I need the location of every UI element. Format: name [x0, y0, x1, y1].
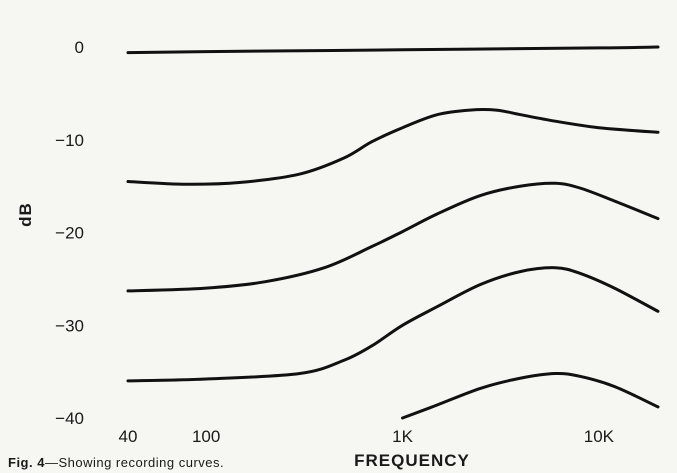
x-tick-label: 1K — [392, 427, 413, 446]
y-tick-label: −20 — [55, 224, 84, 243]
y-tick-label: −40 — [55, 409, 84, 428]
y-tick-label: −30 — [55, 316, 84, 335]
figure-caption: Fig. 4—Showing recording curves. — [8, 455, 224, 470]
recording-curve-2 — [126, 108, 660, 186]
figure-caption-text: —Showing recording curves. — [44, 455, 225, 470]
x-tick-label: 40 — [119, 427, 138, 446]
y-tick-label: 0 — [75, 38, 84, 57]
y-tick-label: −10 — [55, 131, 84, 150]
x-tick-label: 10K — [584, 427, 615, 446]
x-axis-label: FREQUENCY — [354, 451, 470, 470]
recording-curve-1 — [126, 45, 660, 55]
figure-caption-number: Fig. 4 — [8, 455, 45, 470]
y-axis-label: dB — [16, 202, 35, 227]
x-tick-label: 100 — [192, 427, 220, 446]
recording-curve-4 — [126, 266, 660, 383]
recording-curve-5 — [401, 371, 660, 420]
recording-curve-3 — [126, 181, 660, 293]
